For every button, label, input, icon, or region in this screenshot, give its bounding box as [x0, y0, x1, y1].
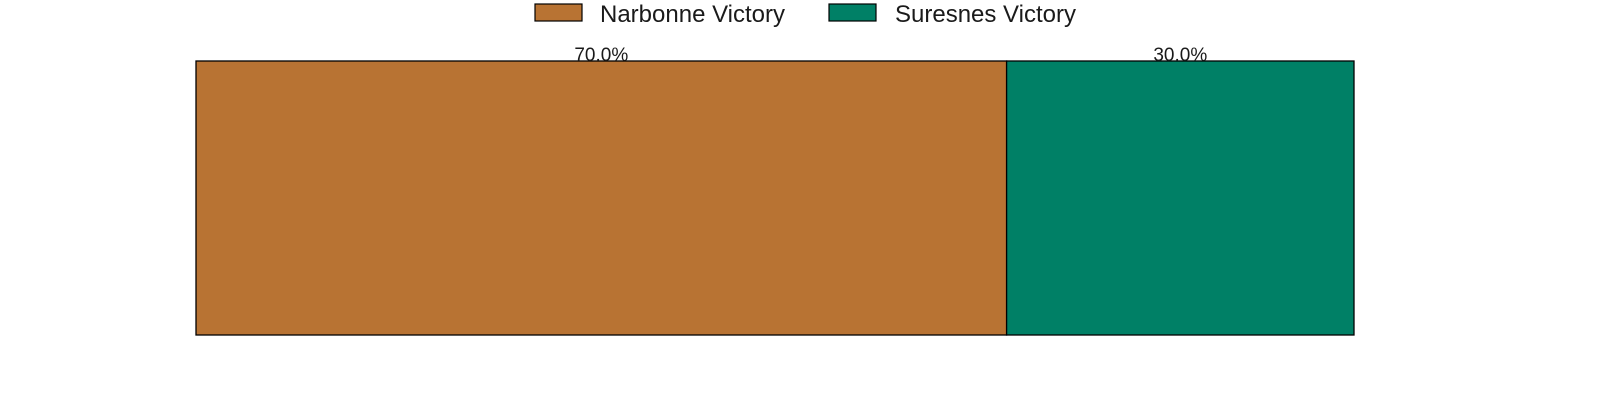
legend: Narbonne Victory Suresnes Victory: [534, 1, 1076, 28]
bar-segment-narbonne-victory: [195, 60, 1008, 336]
data-label-narbonne-victory: 70.0%: [574, 45, 628, 66]
data-label-suresnes-victory: 30.0%: [1153, 45, 1207, 66]
legend-label-suresnes-victory: Suresnes Victory: [895, 1, 1076, 28]
legend-swatch-suresnes-victory: [828, 3, 877, 22]
bar-group: [195, 60, 1355, 336]
bar-segment-suresnes-victory: [1005, 60, 1355, 336]
legend-swatch-narbonne-victory: [534, 3, 583, 22]
legend-label-narbonne-victory: Narbonne Victory: [600, 1, 785, 28]
data-label-group: 70.0% 30.0%: [574, 45, 1207, 66]
